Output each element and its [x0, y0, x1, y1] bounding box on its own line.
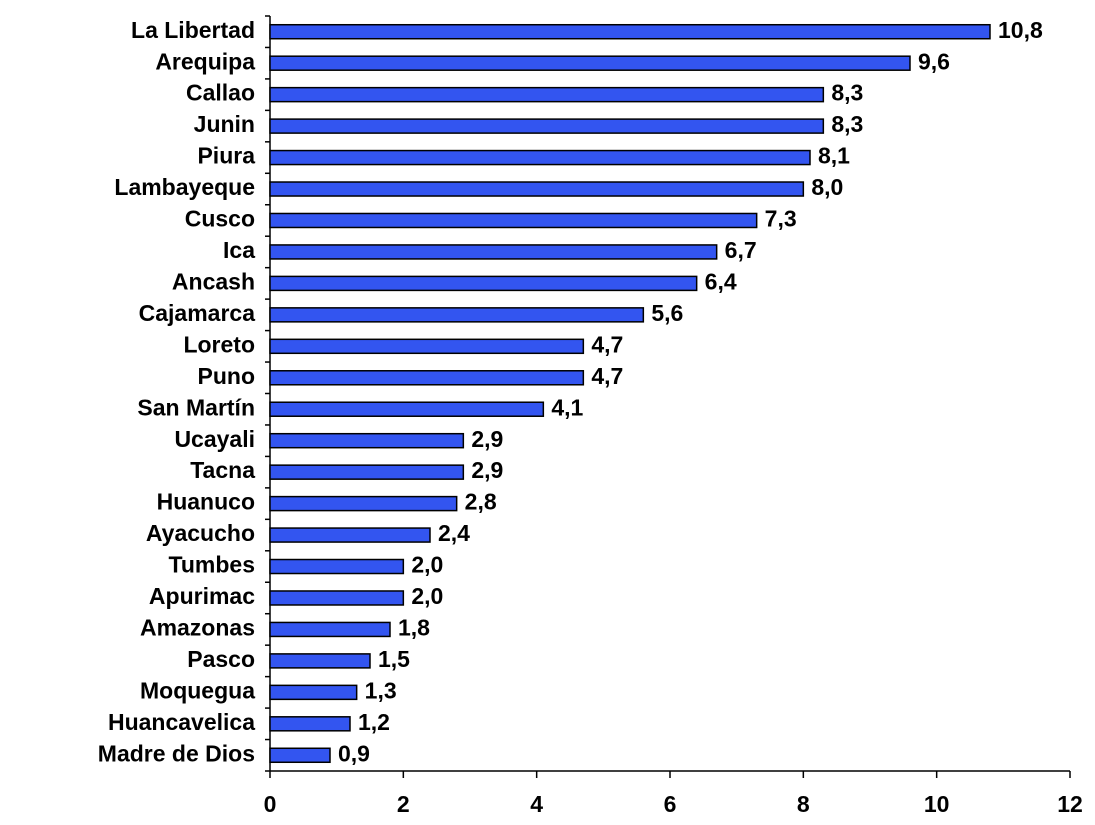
x-tick-label: 10	[924, 791, 950, 817]
value-label: 4,7	[591, 331, 623, 357]
y-tick-label: San Martín	[137, 394, 255, 420]
value-label: 7,3	[765, 206, 797, 232]
bar	[269, 23, 991, 40]
bar	[269, 244, 718, 260]
bar	[269, 621, 391, 638]
bar	[269, 338, 585, 355]
x-tick-label: 0	[264, 791, 277, 817]
y-tick-label: Tacna	[190, 457, 255, 483]
y-tick-label: Apurimac	[149, 583, 255, 609]
value-label: 8,0	[811, 174, 843, 200]
y-tick-label: Ica	[223, 237, 255, 263]
value-label: 8,3	[831, 111, 863, 137]
bar	[269, 747, 331, 764]
bar	[269, 527, 431, 543]
value-label: 2,9	[471, 426, 503, 452]
y-tick-label: Cajamarca	[139, 300, 256, 326]
y-tick-label: Cusco	[185, 206, 255, 232]
bar	[269, 495, 458, 512]
bar	[269, 307, 645, 323]
y-tick-label: Piura	[197, 143, 255, 169]
y-tick-label: Loreto	[183, 331, 255, 357]
value-label: 2,8	[465, 489, 497, 515]
x-tick-label: 6	[664, 791, 677, 817]
y-tick-label: Ancash	[172, 268, 255, 294]
value-label: 6,4	[705, 268, 737, 294]
value-label: 2,9	[471, 457, 503, 483]
y-tick-label: Callao	[186, 80, 255, 106]
y-tick-label: Ayacucho	[146, 520, 255, 546]
bar	[269, 432, 465, 449]
y-tick-label: Amazonas	[140, 615, 255, 641]
bar	[269, 464, 465, 480]
y-tick-label: Puno	[198, 363, 256, 389]
y-tick-label: Ucayali	[174, 426, 255, 452]
value-label: 9,6	[918, 48, 950, 74]
bar	[269, 212, 758, 229]
bar	[269, 118, 825, 134]
bar	[269, 401, 545, 417]
y-tick-label: Madre de Dios	[98, 740, 255, 766]
x-tick-label: 2	[397, 791, 410, 817]
value-label: 2,0	[411, 552, 443, 578]
value-label: 8,1	[818, 143, 850, 169]
value-label: 4,7	[591, 363, 623, 389]
y-tick-label: Moquegua	[140, 677, 255, 703]
value-label: 4,1	[551, 394, 583, 420]
y-tick-label: Tumbes	[169, 552, 255, 578]
y-tick-label: Lambayeque	[114, 174, 255, 200]
value-label: 2,4	[438, 520, 470, 546]
y-tick-label: Arequipa	[155, 48, 255, 74]
bar	[269, 716, 351, 732]
y-tick-label: Huancavelica	[108, 709, 255, 735]
value-label: 5,6	[651, 300, 683, 326]
value-label: 1,5	[378, 646, 410, 672]
bar	[269, 653, 371, 669]
bar	[269, 86, 825, 103]
value-label: 2,0	[411, 583, 443, 609]
bar	[269, 181, 805, 197]
x-tick-label: 4	[530, 791, 543, 817]
value-label: 10,8	[998, 17, 1043, 43]
bar	[269, 558, 405, 575]
y-tick-label: Pasco	[187, 646, 255, 672]
bar	[269, 149, 811, 166]
y-tick-label: La Libertad	[131, 17, 255, 43]
bar	[269, 370, 585, 386]
value-label: 8,3	[831, 80, 863, 106]
bar	[269, 590, 405, 606]
bar	[269, 684, 358, 701]
value-label: 1,8	[398, 615, 430, 641]
value-label: 1,2	[358, 709, 390, 735]
value-label: 0,9	[338, 740, 370, 766]
y-tick-label: Junin	[194, 111, 255, 137]
x-tick-label: 8	[797, 791, 810, 817]
value-label: 6,7	[725, 237, 757, 263]
value-label: 1,3	[365, 677, 397, 703]
x-tick-label: 12	[1057, 791, 1083, 817]
bar	[269, 55, 911, 71]
y-tick-label: Huanuco	[157, 489, 255, 515]
bar	[269, 275, 698, 292]
